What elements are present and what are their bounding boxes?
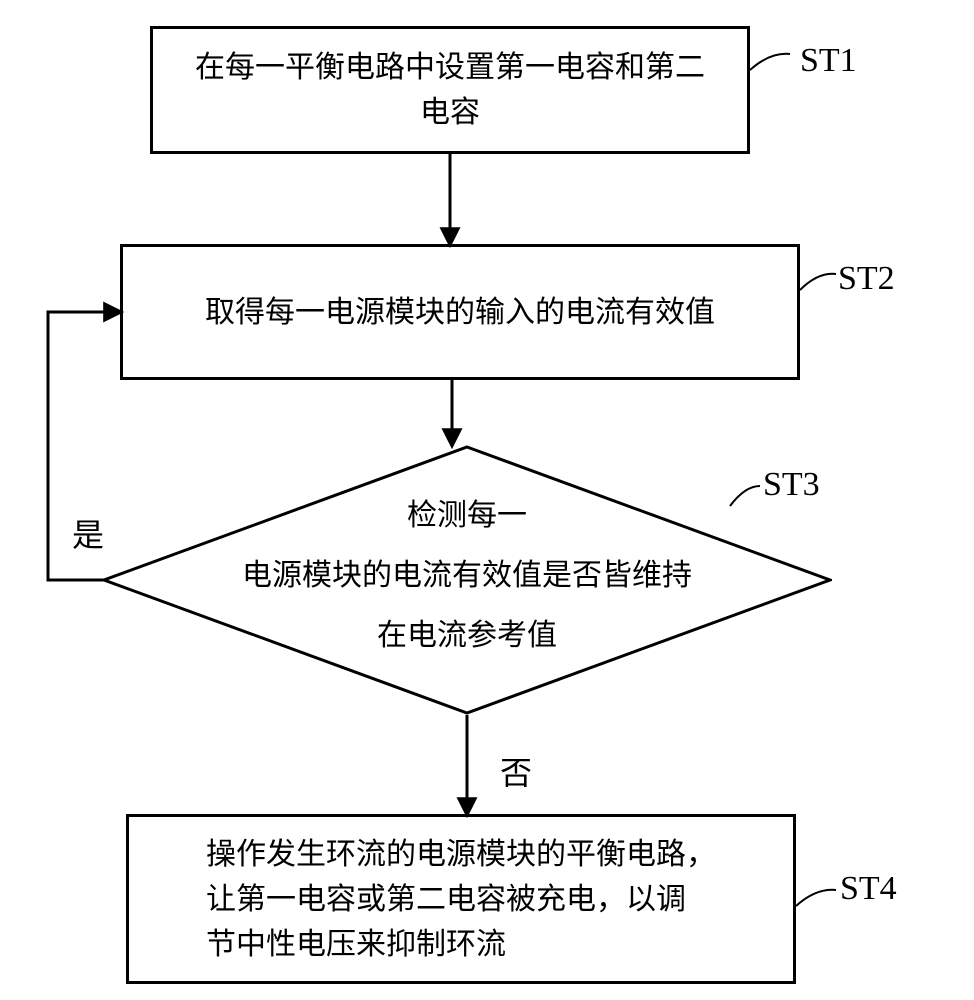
node-st1: 在每一平衡电路中设置第一电容和第二 电容 xyxy=(150,26,750,154)
node-st3: 检测每一电源模块的电流有效值是否皆维持在电流参考值 xyxy=(102,445,832,715)
node-st4-text: 操作发生环流的电源模块的平衡电路， 让第一电容或第二电容被充电，以调 节中性电压… xyxy=(206,832,716,967)
label-st1: ST1 xyxy=(800,42,857,80)
flowchart-canvas: 在每一平衡电路中设置第一电容和第二 电容 ST1 取得每一电源模块的输入的电流有… xyxy=(0,0,974,1000)
edge-label-yes: 是 xyxy=(72,510,104,556)
label-st2: ST2 xyxy=(838,260,895,298)
node-st2-text: 取得每一电源模块的输入的电流有效值 xyxy=(205,290,715,335)
node-st2: 取得每一电源模块的输入的电流有效值 xyxy=(120,244,800,380)
label-st3: ST3 xyxy=(763,466,820,504)
label-st4: ST4 xyxy=(840,870,897,908)
node-st4: 操作发生环流的电源模块的平衡电路， 让第一电容或第二电容被充电，以调 节中性电压… xyxy=(126,814,796,984)
edge-label-no: 否 xyxy=(500,748,532,794)
node-st1-text: 在每一平衡电路中设置第一电容和第二 电容 xyxy=(195,45,705,135)
node-st3-text: 检测每一电源模块的电流有效值是否皆维持在电流参考值 xyxy=(102,445,832,715)
